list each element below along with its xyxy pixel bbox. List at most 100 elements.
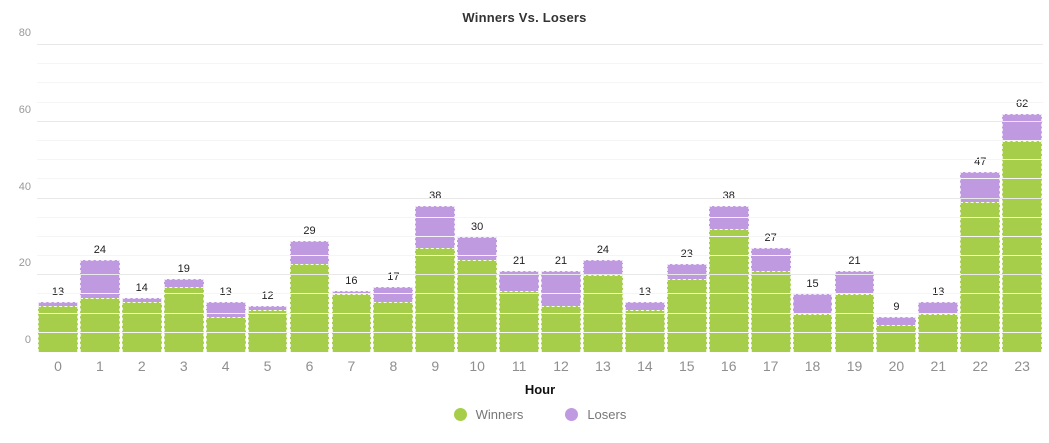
winners-segment[interactable] [1002, 140, 1043, 352]
stacked-bar [918, 302, 959, 352]
winners-segment[interactable] [415, 248, 456, 352]
losers-segment[interactable] [499, 271, 539, 291]
bar-total-label: 13 [638, 286, 651, 299]
losers-segment[interactable] [247, 305, 288, 310]
bar-slot: 38 [708, 45, 750, 352]
winners-segment[interactable] [792, 313, 833, 352]
legend-item-losers[interactable]: Losers [565, 407, 626, 422]
winners-segment[interactable] [624, 309, 665, 352]
x-axis-tick-label: 5 [263, 358, 272, 374]
losers-segment[interactable] [708, 206, 749, 230]
losers-segment[interactable] [541, 271, 581, 306]
losers-segment[interactable] [1002, 114, 1043, 141]
y-axis-tick-label: 60 [18, 103, 31, 116]
bar-total-label: 21 [848, 255, 861, 268]
y-axis-tick-label: 0 [24, 334, 31, 346]
bar-total-label: 17 [387, 270, 400, 283]
bar-total-label: 47 [974, 155, 987, 168]
losers-segment[interactable] [624, 302, 665, 310]
plot-area: 13 24 14 19 13 12 29 16 17 38 30 21 21 24 13 23 38 27 15 21… [19, 27, 1043, 352]
x-axis-tick-label: 17 [762, 358, 779, 374]
losers-segment[interactable] [331, 290, 372, 295]
bar-slot: 21 [834, 45, 876, 352]
bar-slot: 13 [624, 45, 666, 352]
gridline-minor [37, 101, 1043, 103]
stacked-bar [792, 294, 833, 352]
losers-segment[interactable] [750, 248, 791, 272]
bar-slot: 21 [540, 45, 582, 352]
losers-segment[interactable] [373, 286, 414, 303]
gridline-minor [37, 255, 1043, 257]
losers-segment[interactable] [457, 236, 498, 260]
winners-segment[interactable] [38, 305, 78, 352]
bar-total-label: 27 [764, 232, 777, 245]
winners-segment[interactable] [583, 275, 623, 352]
bar-slot: 62 [1001, 45, 1043, 352]
bar-total-label: 62 [1016, 98, 1029, 111]
bar-total-label: 29 [303, 224, 316, 237]
x-axis-title: Hour [524, 382, 556, 397]
bar-total-label: 13 [219, 286, 232, 299]
bar-total-label: 24 [596, 243, 610, 256]
losers-segment[interactable] [834, 271, 875, 295]
x-axis-tick-label: 18 [804, 358, 821, 374]
winners-segment[interactable] [331, 294, 372, 352]
losers-segment[interactable] [415, 206, 456, 249]
stacked-bar [624, 302, 665, 352]
y-axis-tick-label: 80 [18, 27, 31, 39]
gridline-minor [37, 63, 1043, 65]
legend: Winners Losers [37, 407, 1043, 422]
winners-segment[interactable] [205, 317, 246, 352]
stacked-bar [247, 305, 288, 352]
winners-segment[interactable] [750, 271, 791, 352]
x-axis-tick-label: 20 [888, 358, 905, 374]
losers-segment[interactable] [289, 240, 330, 264]
winners-segment[interactable] [121, 302, 162, 352]
bar-slot: 24 [582, 45, 624, 352]
winners-segment[interactable] [541, 305, 581, 352]
x-axis-tick-label: 9 [431, 358, 440, 374]
bar-total-label: 13 [51, 286, 65, 299]
legend-item-winners[interactable]: Winners [453, 407, 523, 422]
losers-segment[interactable] [666, 263, 707, 280]
bar-total-label: 19 [177, 263, 190, 276]
x-axis-tick-label: 19 [846, 358, 863, 374]
x-axis-tick-label: 1 [95, 358, 104, 374]
losers-segment[interactable] [876, 317, 917, 326]
y-axis-tick-label: 40 [18, 180, 31, 193]
losers-legend-label: Losers [587, 407, 627, 422]
losers-segment[interactable] [163, 279, 204, 287]
winners-segment[interactable] [708, 229, 749, 352]
x-axis-tick-label: 21 [930, 358, 947, 374]
losers-segment[interactable] [79, 259, 120, 299]
winners-segment[interactable] [666, 279, 707, 352]
winners-segment[interactable] [163, 286, 204, 352]
bar-slot: 29 [289, 45, 331, 352]
stacked-bar [331, 290, 372, 352]
winners-segment[interactable] [247, 309, 288, 352]
x-axis-tick-label: 22 [972, 358, 989, 374]
x-axis-tick-label: 2 [137, 358, 146, 374]
winners-segment[interactable] [918, 313, 959, 352]
losers-segment[interactable] [960, 171, 1001, 203]
winners-segment[interactable] [876, 325, 917, 352]
stacked-bar [499, 271, 539, 352]
winners-segment[interactable] [79, 298, 120, 352]
bar-total-label: 38 [722, 190, 735, 203]
losers-segment[interactable] [121, 298, 162, 303]
winners-segment[interactable] [457, 259, 498, 352]
winners-segment[interactable] [289, 263, 330, 352]
losers-segment[interactable] [38, 302, 78, 306]
winners-segment[interactable] [499, 290, 539, 352]
winners-segment[interactable] [834, 294, 875, 352]
winners-segment[interactable] [960, 202, 1001, 352]
losers-segment[interactable] [205, 302, 246, 318]
gridline-minor [37, 216, 1043, 218]
winners-segment[interactable] [373, 302, 414, 352]
losers-segment[interactable] [918, 302, 959, 314]
bar-slot: 13 [37, 45, 79, 352]
bar-slot: 14 [121, 45, 163, 352]
losers-segment[interactable] [792, 294, 833, 314]
losers-segment[interactable] [583, 259, 623, 276]
gridline-minor [37, 235, 1043, 237]
